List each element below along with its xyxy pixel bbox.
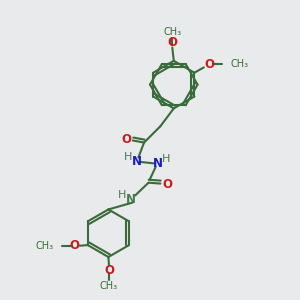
Text: H: H [162, 154, 170, 164]
Text: O: O [121, 133, 131, 146]
Text: H: H [124, 152, 132, 162]
Text: CH₃: CH₃ [35, 241, 54, 251]
Text: O: O [167, 36, 177, 49]
Text: O: O [69, 239, 80, 252]
Text: N: N [132, 155, 142, 168]
Text: O: O [104, 264, 114, 277]
Text: CH₃: CH₃ [163, 27, 182, 37]
Text: H: H [118, 190, 126, 200]
Text: N: N [152, 157, 162, 170]
Text: N: N [126, 193, 136, 206]
Text: CH₃: CH₃ [231, 59, 249, 69]
Text: CH₃: CH₃ [100, 281, 118, 291]
Text: O: O [205, 58, 215, 71]
Text: O: O [162, 178, 172, 191]
